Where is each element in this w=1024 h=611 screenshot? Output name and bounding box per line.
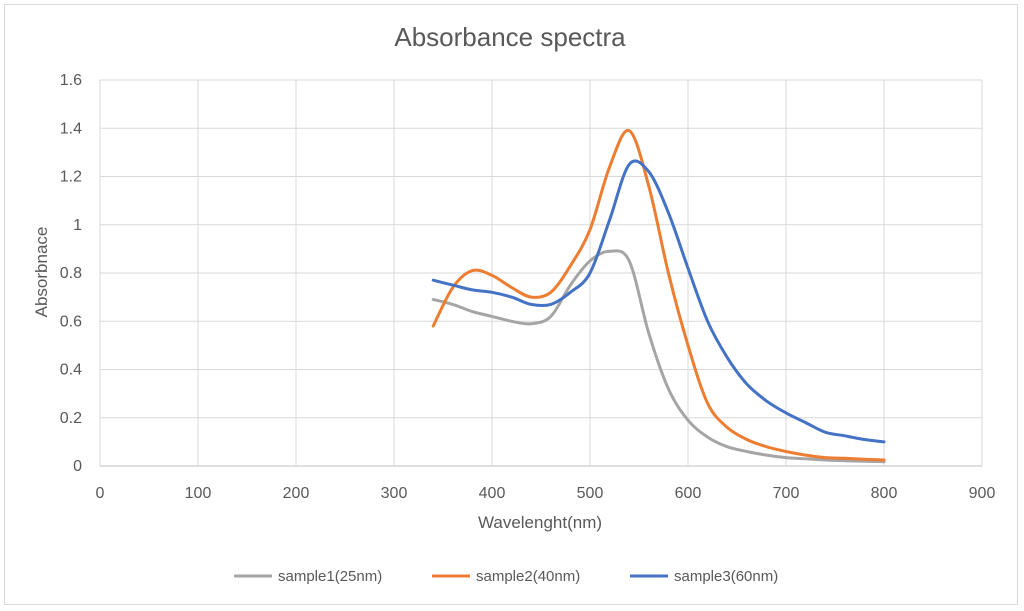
x-tick-label: 500 [577, 485, 604, 502]
y-tick-label: 0 [73, 458, 82, 475]
series-line-3 [431, 159, 886, 444]
x-tick-label: 400 [479, 485, 506, 502]
y-tick-label: 0.2 [60, 410, 82, 427]
y-tick-label: 0.6 [60, 313, 82, 330]
x-tick-label: 100 [185, 485, 212, 502]
y-tick-label: 1.6 [60, 72, 82, 89]
chart-title: Absorbance spectra [394, 22, 626, 52]
x-tick-label: 700 [773, 485, 800, 502]
y-tick-label: 1 [73, 217, 82, 234]
x-tick-label: 900 [969, 485, 996, 502]
y-tick-label: 1.2 [60, 169, 82, 186]
x-tick-label: 0 [96, 485, 105, 502]
y-axis-label: Absorbnace [32, 227, 51, 318]
y-tick-label: 0.4 [60, 362, 82, 379]
legend: sample1(25nm) sample2(40nm) sample3(60nm) [234, 568, 778, 585]
legend-label-1: sample1(25nm) [278, 568, 382, 585]
x-tick-label: 200 [283, 485, 310, 502]
legend-label-3: sample3(60nm) [674, 568, 778, 585]
grid [99, 79, 983, 467]
series-lines [431, 129, 886, 464]
y-tick-label: 1.4 [60, 120, 82, 137]
legend-label-2: sample2(40nm) [476, 568, 580, 585]
x-tick-label: 300 [381, 485, 408, 502]
chart-frame [4, 4, 1018, 605]
x-axis-label: Wavelenght(nm) [478, 513, 602, 532]
x-tick-label: 600 [675, 485, 702, 502]
y-tick-label: 0.8 [60, 265, 82, 282]
tick-labels: 0 0.2 0.4 0.6 0.8 1 1.2 1.4 1.6 0 100 200 300 400 500 6… [60, 72, 996, 502]
series-line-2 [431, 129, 886, 462]
series-line-1 [431, 249, 886, 464]
x-tick-label: 800 [871, 485, 898, 502]
